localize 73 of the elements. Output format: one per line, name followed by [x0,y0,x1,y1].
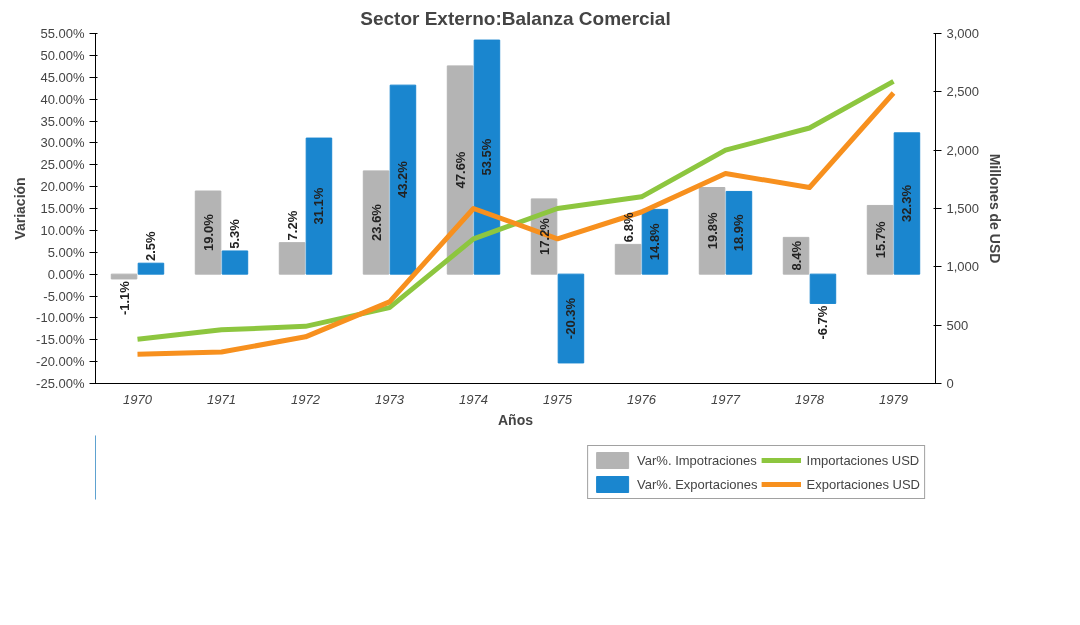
y2-tick-label: 1,500 [946,201,980,216]
bar [278,242,306,275]
data-label: 19.8% [704,211,720,250]
x-tick-label: 1970 [123,391,153,407]
data-label: 31.1% [311,187,327,225]
y-tick-label: -25.00% [36,376,85,391]
data-label: -1.1% [116,280,132,316]
y2-tick-label: 2,000 [946,142,980,158]
x-tick-label: 1974 [459,391,488,407]
y-tick-label: 20.00% [40,179,85,195]
y-tick-label: 15.00% [40,201,85,216]
y2-axis-title: Millones de USD [987,153,1004,264]
data-label: 2.5% [143,230,159,261]
bar [110,273,138,280]
bar [362,170,390,275]
data-label: 8.4% [788,240,804,271]
bar [305,137,333,275]
chart-title: Sector Externo:Balanza Comercial [360,7,671,29]
x-tick-label: 1979 [879,391,908,407]
data-label: 6.8% [620,212,636,243]
y-tick-label: 0.00% [47,266,85,282]
x-tick-label: 1978 [795,391,825,407]
legend-label: Var%. Exportaciones [637,476,758,492]
y2-tick-label: 500 [946,317,969,333]
x-tick-label: 1976 [627,391,657,407]
data-label: 7.2% [284,210,300,241]
data-label: 18.9% [731,213,747,252]
legend-label: Exportaciones USD [806,476,920,492]
data-label: 43.2% [395,160,411,199]
bar [809,273,837,304]
y-tick-label: -15.00% [36,332,85,348]
y2-tick-label: 2,500 [946,84,980,100]
x-tick-label: 1973 [375,391,405,407]
y-tick-label: 55.00% [40,26,85,41]
legend-label: Importaciones USD [806,452,920,468]
bar [137,262,165,275]
bar [893,132,921,275]
y-tick-label: 50.00% [40,47,85,63]
data-label: -6.7% [815,305,831,340]
y2-tick-label: 1,000 [946,259,980,275]
y-tick-label: 10.00% [40,222,85,238]
bar [389,84,417,275]
data-label: 23.6% [368,203,384,241]
y2-tick-label: 3,000 [946,26,980,41]
y-tick-label: 30.00% [40,135,85,151]
y2-tick-label: 0 [946,376,954,391]
bar [614,243,642,275]
data-label: 19.0% [200,213,216,251]
data-label: -20.3% [563,297,579,340]
data-label: 5.3% [227,218,243,249]
y-tick-label: -20.00% [36,354,85,370]
data-label: 17.2% [536,217,552,255]
y-tick-label: 5.00% [47,244,85,260]
data-label: 32.3% [899,184,915,222]
y-tick-label: -10.00% [36,310,85,326]
bar [221,250,249,275]
x-tick-label: 1975 [543,391,573,407]
y-tick-label: -5.00% [43,288,85,304]
x-tick-label: 1971 [207,391,236,407]
y-tick-label: 45.00% [40,69,85,85]
y-tick-label: 40.00% [40,91,85,107]
legend-label: Var%. Impotraciones [637,452,757,468]
y-axis-title: Variación [12,177,29,240]
data-label: 53.5% [479,138,495,176]
x-axis-title: Años [498,411,534,428]
data-label: 15.7% [872,220,888,259]
y-tick-label: 25.00% [40,157,85,173]
x-tick-label: 1972 [291,391,321,407]
data-label: 14.8% [647,222,663,261]
y-tick-label: 35.00% [40,113,85,129]
bar [473,39,501,275]
x-tick-label: 1977 [711,391,741,407]
data-label: 47.6% [452,151,468,189]
